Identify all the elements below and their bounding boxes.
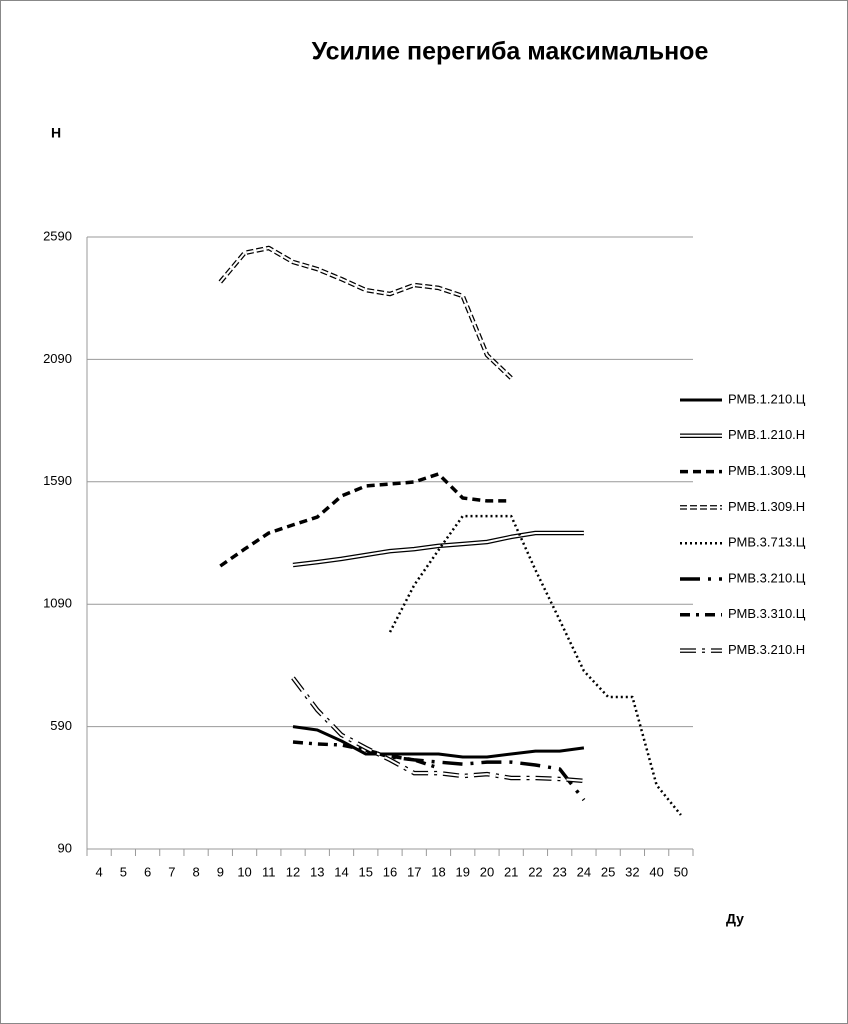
x-tick-label: 25 xyxy=(601,864,615,879)
legend-label: РМВ.3.310.Ц xyxy=(728,606,806,621)
x-tick-label: 20 xyxy=(480,864,494,879)
series-line xyxy=(219,472,512,568)
legend-label: РМВ.1.309.Ц xyxy=(728,463,806,478)
y-tick-label: 1090 xyxy=(43,596,72,611)
series-line xyxy=(388,514,682,816)
series-line xyxy=(292,677,584,782)
x-tick-label: 24 xyxy=(577,864,591,879)
x-tick-label: 13 xyxy=(310,864,324,879)
y-tick-label: 2090 xyxy=(43,351,72,366)
y-tick-label: 2590 xyxy=(43,228,72,243)
y-axis-label: Н xyxy=(51,125,61,141)
legend-label: РМВ.3.210.Ц xyxy=(728,570,806,585)
x-tick-label: 9 xyxy=(217,864,224,879)
x-tick-label: 7 xyxy=(168,864,175,879)
y-tick-label: 90 xyxy=(58,840,72,855)
x-tick-label: 17 xyxy=(407,864,421,879)
legend-label: РМВ.3.210.Н xyxy=(728,642,805,657)
x-tick-label: 21 xyxy=(504,864,518,879)
x-tick-label: 11 xyxy=(262,864,276,879)
x-axis-label: Ду xyxy=(726,911,744,927)
x-tick-label: 6 xyxy=(144,864,151,879)
series-line xyxy=(219,247,512,379)
x-tick-label: 50 xyxy=(674,864,688,879)
series-line xyxy=(292,532,584,566)
y-tick-label: 590 xyxy=(50,718,72,733)
legend-label: РМВ.3.713.Ц xyxy=(728,535,806,550)
series-line xyxy=(292,725,585,759)
x-tick-label: 4 xyxy=(96,864,103,879)
x-tick-label: 15 xyxy=(359,864,373,879)
y-tick-label: 1590 xyxy=(43,473,72,488)
x-tick-label: 10 xyxy=(237,864,251,879)
x-tick-label: 8 xyxy=(192,864,199,879)
legend-label: РМВ.1.210.Ц xyxy=(728,391,806,406)
x-tick-label: 18 xyxy=(431,864,445,879)
x-tick-label: 5 xyxy=(120,864,127,879)
x-tick-label: 19 xyxy=(455,864,469,879)
x-tick-label: 14 xyxy=(334,864,348,879)
x-tick-label: 22 xyxy=(528,864,542,879)
x-tick-label: 40 xyxy=(649,864,663,879)
x-tick-label: 16 xyxy=(383,864,397,879)
x-tick-label: 32 xyxy=(625,864,639,879)
chart-title: Усилие перегиба максимальное xyxy=(312,38,709,66)
legend-label: РМВ.1.210.Н xyxy=(728,427,805,442)
x-tick-label: 12 xyxy=(286,864,300,879)
x-tick-label: 23 xyxy=(552,864,566,879)
legend-label: РМВ.1.309.Н xyxy=(728,499,805,514)
